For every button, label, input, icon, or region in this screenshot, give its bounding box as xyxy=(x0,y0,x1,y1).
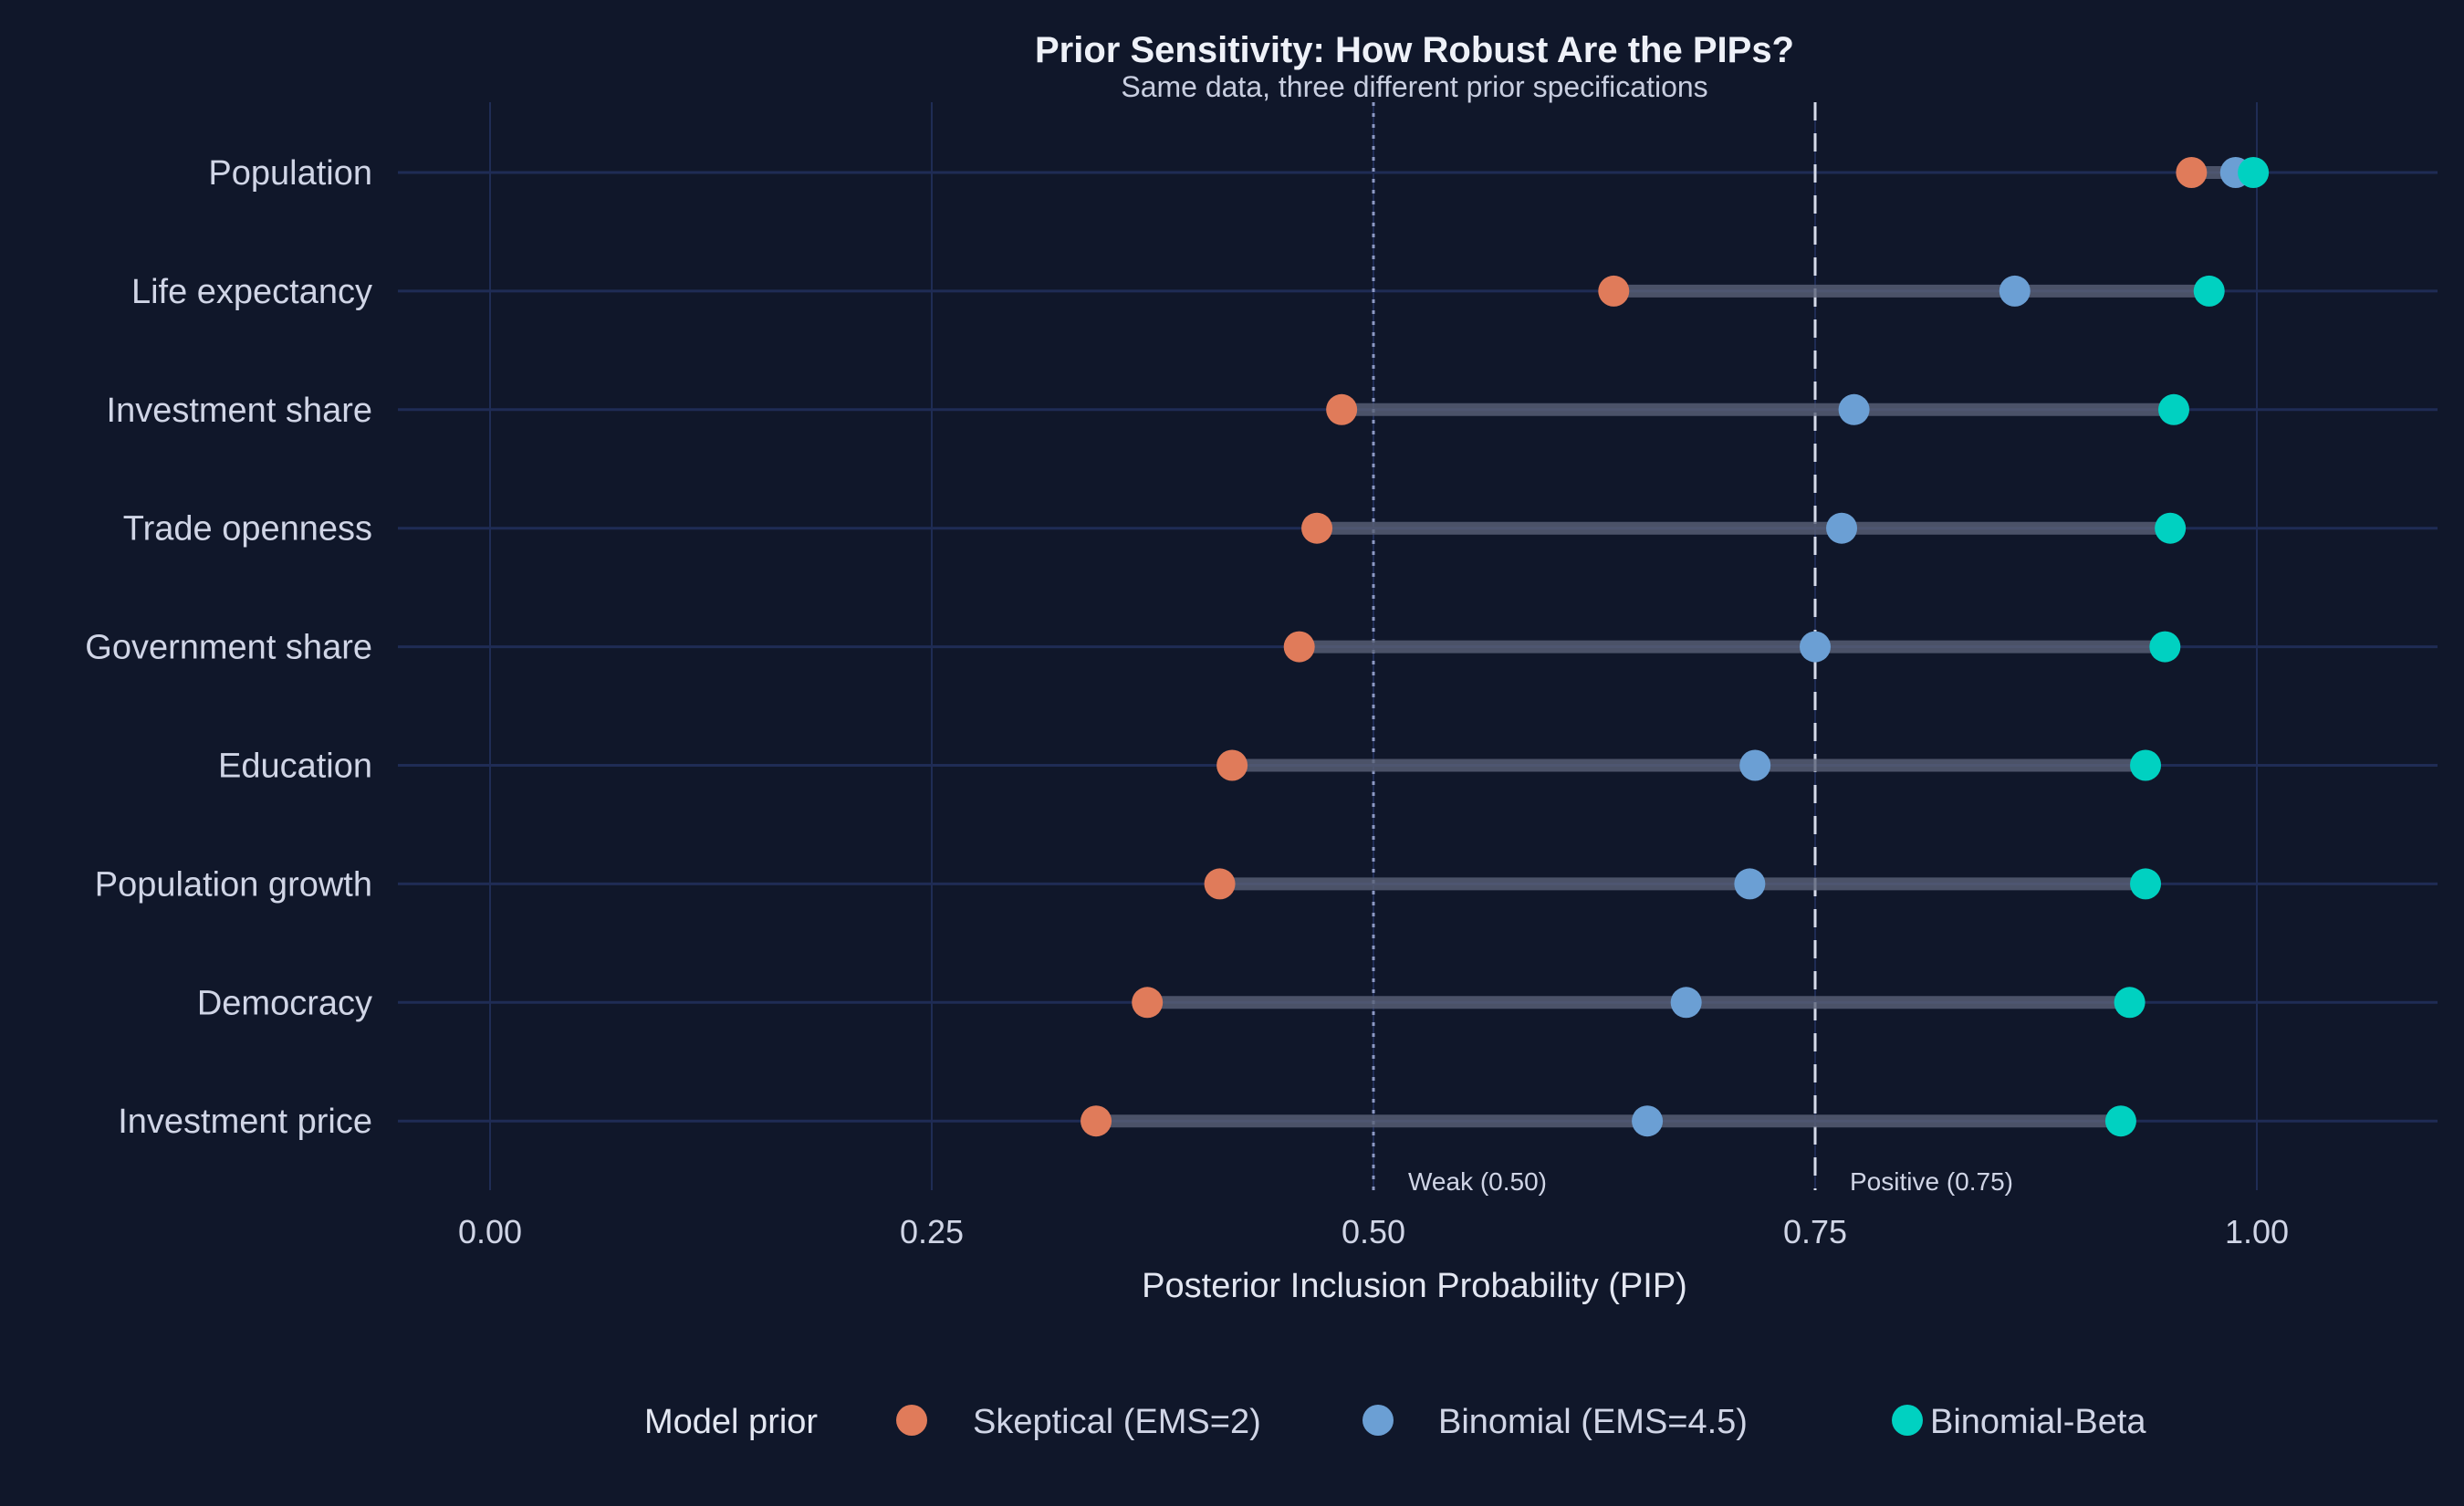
x-axis-label: Posterior Inclusion Probability (PIP) xyxy=(1142,1267,1687,1305)
x-tick-label: 0.00 xyxy=(458,1213,522,1250)
y-axis-labels: Population Life expectancy Investment shar… xyxy=(85,154,372,1141)
chart-subtitle: Same data, three different prior specifi… xyxy=(1121,70,1707,103)
x-tick-label: 1.00 xyxy=(2225,1213,2289,1250)
x-tick-label: 0.50 xyxy=(1342,1213,1405,1250)
y-tick-label: Population growth xyxy=(95,865,372,904)
data-point xyxy=(2238,157,2270,188)
legend: Model prior Skeptical (EMS=2) Binomial (E… xyxy=(644,1403,2146,1441)
data-point xyxy=(1826,512,1858,544)
data-point xyxy=(1301,512,1333,544)
data-point xyxy=(1132,987,1164,1019)
legend-swatch xyxy=(896,1405,927,1436)
legend-label: Skeptical (EMS=2) xyxy=(973,1403,1261,1441)
legend-label: Binomial-Beta xyxy=(1930,1403,2146,1441)
data-point xyxy=(1739,749,1771,781)
data-point xyxy=(1838,393,1870,425)
data-point xyxy=(1326,393,1358,425)
x-tick-label: 0.75 xyxy=(1783,1213,1847,1250)
legend-swatch xyxy=(1892,1405,1923,1436)
data-point xyxy=(1283,631,1315,663)
data-point xyxy=(1632,1105,1664,1137)
data-point xyxy=(1204,868,1236,900)
reference-line-label: Weak (0.50) xyxy=(1408,1167,1547,1196)
data-point xyxy=(1081,1105,1112,1137)
legend-title: Model prior xyxy=(644,1403,818,1441)
reference-line-label: Positive (0.75) xyxy=(1850,1167,2013,1196)
data-point xyxy=(2155,512,2187,544)
y-tick-label: Population xyxy=(208,154,372,193)
y-tick-label: Investment price xyxy=(118,1103,372,1141)
y-tick-label: Trade openness xyxy=(123,510,372,549)
data-marks xyxy=(1081,157,2270,1137)
data-point xyxy=(2149,631,2181,663)
x-tick-label: 0.25 xyxy=(900,1213,964,1250)
data-point xyxy=(1216,749,1248,781)
x-axis-ticks: 0.00 0.25 0.50 0.75 1.00 xyxy=(458,1213,2289,1250)
legend-swatch xyxy=(1363,1405,1394,1436)
y-tick-label: Government share xyxy=(85,629,372,667)
data-point xyxy=(1670,987,1702,1019)
data-point xyxy=(2114,987,2146,1019)
data-point xyxy=(1800,631,1831,663)
data-point xyxy=(2130,749,2162,781)
data-point xyxy=(2176,157,2208,188)
data-point xyxy=(2130,868,2162,900)
data-point xyxy=(2104,1105,2136,1137)
chart-title: Prior Sensitivity: How Robust Are the PI… xyxy=(1035,30,1794,70)
y-tick-label: Education xyxy=(218,748,372,786)
data-point xyxy=(2193,275,2225,307)
legend-label: Binomial (EMS=4.5) xyxy=(1438,1403,1748,1441)
data-point xyxy=(1734,868,1766,900)
data-point xyxy=(1598,275,1630,307)
y-tick-label: Democracy xyxy=(197,984,372,1022)
y-tick-label: Investment share xyxy=(107,392,372,430)
data-point xyxy=(2158,393,2190,425)
y-tick-label: Life expectancy xyxy=(131,273,372,311)
data-point xyxy=(1999,275,2031,307)
